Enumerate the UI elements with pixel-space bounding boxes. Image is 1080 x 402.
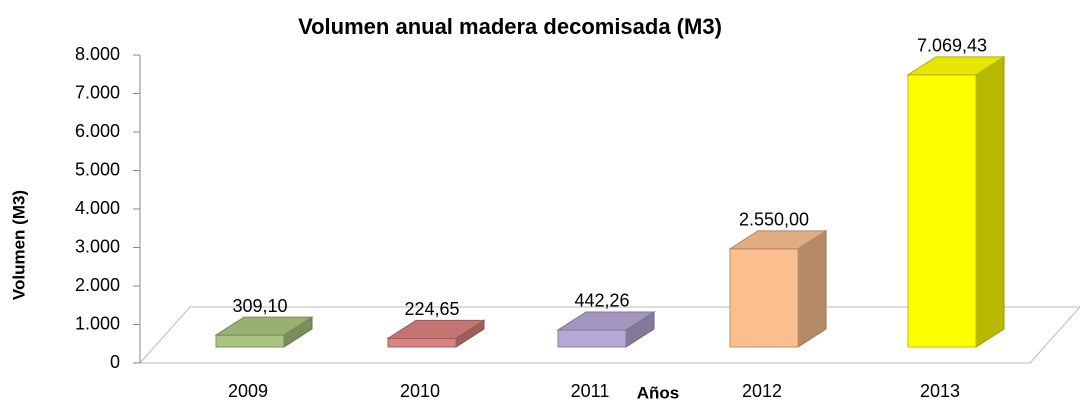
y-tick-label: 6.000 [75, 121, 120, 141]
x-tick-label: 2012 [742, 381, 782, 401]
y-tick-label: 1.000 [75, 313, 120, 333]
x-axis-title: Años [637, 383, 680, 402]
y-tick-label: 7.000 [75, 82, 120, 102]
x-tick-label: 2009 [228, 381, 268, 401]
bar-top [214, 316, 314, 336]
y-tick-label: 8.000 [75, 44, 120, 64]
y-tick-label: 3.000 [75, 236, 120, 256]
bar [214, 316, 314, 348]
bar-top [386, 319, 486, 339]
bar-side [797, 229, 827, 348]
bar-front [215, 334, 285, 348]
data-label: 224,65 [404, 299, 459, 319]
x-tick-label: 2011 [571, 381, 610, 401]
bar-front [907, 74, 977, 348]
bar [556, 311, 656, 348]
y-tick-label: 4.000 [75, 198, 120, 218]
y-axis-title: Volumen (M3) [9, 190, 28, 300]
data-label: 2.550,00 [739, 210, 809, 230]
data-label: 7.069,43 [917, 36, 987, 56]
floor [138, 306, 1080, 364]
bar-side [975, 55, 1005, 348]
chart-title: Volumen anual madera decomisada (M3) [298, 14, 722, 39]
y-tick-label: 0 [110, 352, 120, 372]
bar [386, 319, 486, 348]
y-tick-label: 2.000 [75, 275, 120, 295]
bar [906, 55, 1006, 348]
data-label: 442,26 [574, 291, 629, 311]
bar-front [729, 248, 799, 348]
bar-front [387, 337, 457, 348]
bar [728, 229, 828, 348]
bar-top [556, 311, 656, 331]
bar-top [728, 230, 828, 250]
y-tick-label: 5.000 [75, 159, 120, 179]
bar-top [906, 56, 1006, 76]
data-label: 309,10 [232, 296, 287, 316]
bar-front [557, 329, 627, 348]
x-tick-label: 2013 [920, 381, 960, 401]
x-tick-label: 2010 [400, 381, 440, 401]
